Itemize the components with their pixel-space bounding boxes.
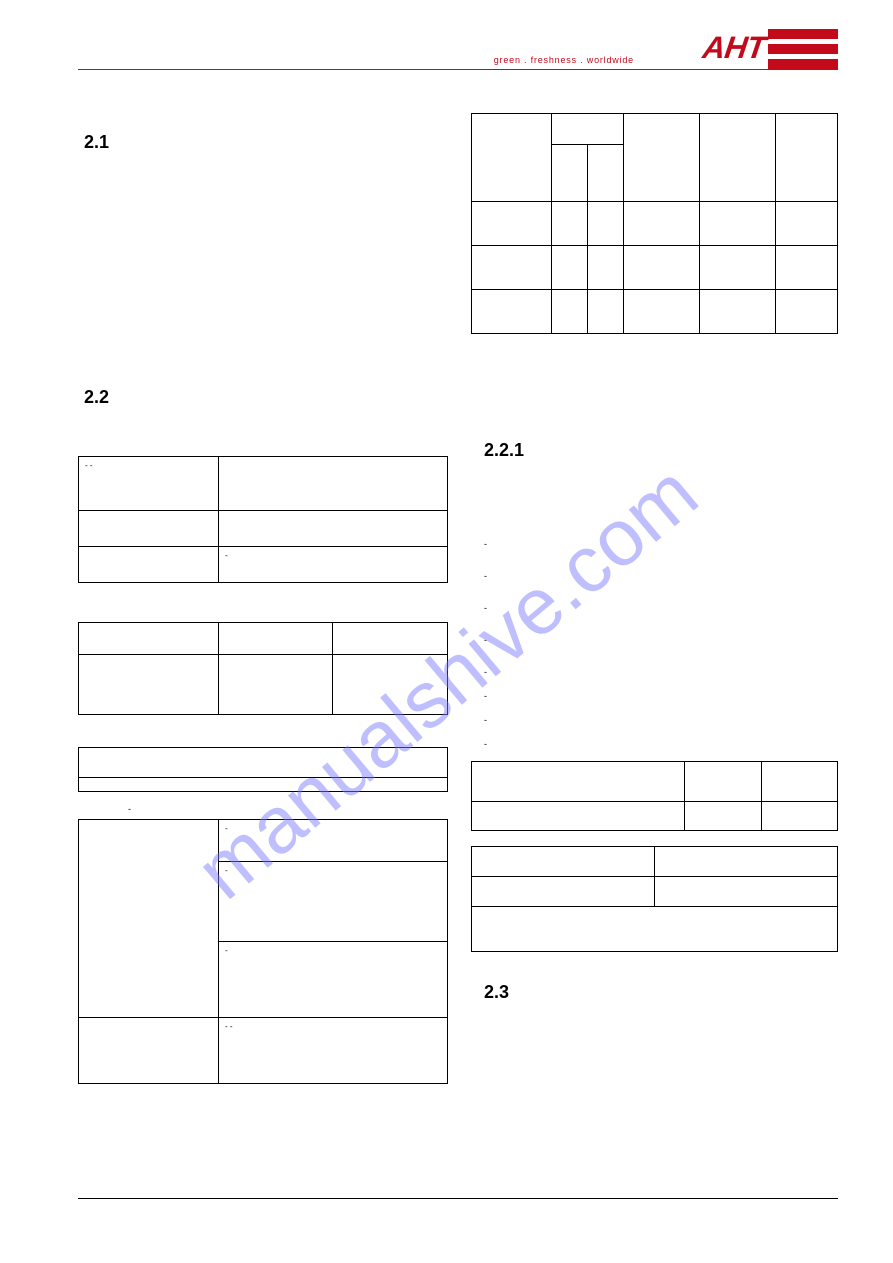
table-cell <box>472 246 552 290</box>
table-cell <box>700 114 776 202</box>
table-cell <box>624 114 700 202</box>
table-cell <box>79 778 448 792</box>
table-cell: - <box>219 942 448 1018</box>
table-cell: - <box>219 820 448 862</box>
table-cell <box>79 655 219 715</box>
header-rule <box>78 69 838 70</box>
table-cell <box>333 655 448 715</box>
table-cell <box>552 145 588 202</box>
table-cell <box>472 290 552 334</box>
table-cell <box>655 877 838 907</box>
list-item <box>484 667 487 677</box>
table-cell: - <box>219 547 448 583</box>
table-cell <box>588 202 624 246</box>
left-table-1: - - - <box>78 456 448 583</box>
table-cell <box>776 114 838 202</box>
table-cell <box>472 762 685 802</box>
table-cell <box>472 114 552 202</box>
list-item <box>484 739 487 749</box>
table-cell <box>685 802 762 831</box>
table-cell <box>552 290 588 334</box>
left-table-2 <box>78 622 448 715</box>
list-item <box>484 539 487 549</box>
list-item <box>484 635 487 645</box>
table-cell: - - <box>219 1018 448 1084</box>
table-cell: - - <box>79 457 219 511</box>
table-cell <box>333 623 448 655</box>
right-table-2 <box>471 846 838 952</box>
table-cell <box>79 511 219 547</box>
table-cell <box>624 246 700 290</box>
table-cell <box>472 802 685 831</box>
table-cell <box>700 246 776 290</box>
table-cell <box>79 547 219 583</box>
table-cell <box>700 202 776 246</box>
logo: AHT <box>703 32 838 64</box>
table-cell <box>79 748 448 778</box>
table-cell <box>472 877 655 907</box>
top-right-table <box>471 113 838 334</box>
section-2-2-1: 2.2.1 <box>484 440 524 461</box>
table-cell: - <box>219 862 448 942</box>
table-cell <box>762 762 838 802</box>
left-table-4: - - - - - <box>78 819 448 1084</box>
table-cell <box>685 762 762 802</box>
table-cell <box>552 202 588 246</box>
table-cell <box>472 907 838 952</box>
table-cell <box>700 290 776 334</box>
dash-above-t4: - <box>128 804 131 814</box>
table-cell <box>776 290 838 334</box>
table-cell <box>219 511 448 547</box>
table-cell <box>776 202 838 246</box>
table-cell <box>79 820 219 1018</box>
table-cell <box>588 246 624 290</box>
left-table-3 <box>78 747 448 792</box>
table-cell <box>472 847 655 877</box>
right-table-1 <box>471 761 838 831</box>
section-2-3: 2.3 <box>484 982 509 1003</box>
list-item <box>484 603 487 613</box>
table-cell <box>588 145 624 202</box>
table-cell <box>762 802 838 831</box>
footer-rule <box>78 1198 838 1199</box>
table-cell <box>79 1018 219 1084</box>
table-cell <box>552 246 588 290</box>
bullet-list <box>484 539 487 757</box>
logo-bars-icon <box>768 29 838 69</box>
table-cell <box>588 290 624 334</box>
table-cell <box>219 457 448 511</box>
table-cell <box>219 623 333 655</box>
list-item <box>484 691 487 701</box>
list-item <box>484 715 487 725</box>
table-cell <box>472 202 552 246</box>
table-cell <box>552 114 624 145</box>
table-cell <box>655 847 838 877</box>
table-cell <box>776 246 838 290</box>
table-cell <box>624 290 700 334</box>
section-2-2: 2.2 <box>84 387 109 408</box>
section-2-1: 2.1 <box>84 132 109 153</box>
table-cell <box>624 202 700 246</box>
list-item <box>484 571 487 581</box>
table-cell <box>79 623 219 655</box>
table-cell <box>219 655 333 715</box>
logo-text: AHT <box>700 30 767 66</box>
header-tagline: green . freshness . worldwide <box>494 55 634 65</box>
